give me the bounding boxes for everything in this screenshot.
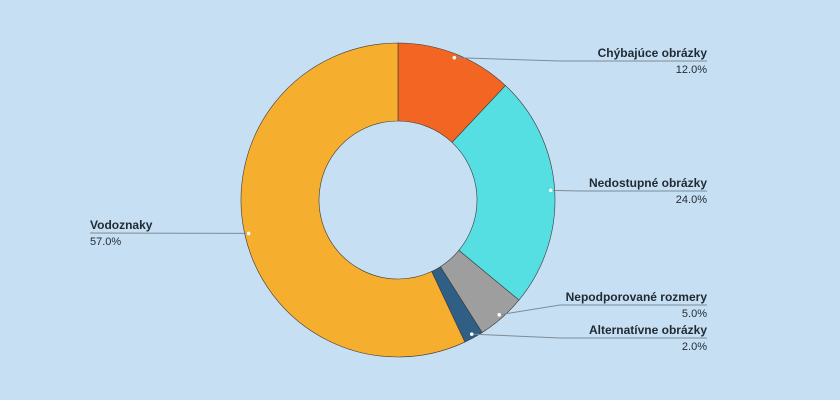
anchor-dot-nedostupne-obrazky	[548, 188, 553, 193]
slice-labels: Chýbajúce obrázky 12.0% Nedostupné obrázky…	[89, 46, 708, 353]
slice-label-nepodporovane-rozmery: Nepodporované rozmery	[566, 290, 708, 304]
donut-slices	[240, 42, 556, 358]
slice-label-alternativne-obrazky: Alternatívne obrázky	[589, 323, 707, 337]
slice-label-nedostupne-obrazky: Nedostupné obrázky	[589, 176, 707, 190]
leader-line-nedostupne-obrazky	[550, 189, 707, 192]
slice-value-alternativne-obrazky: 2.0%	[682, 341, 707, 353]
slice-value-nepodporovane-rozmery: 5.0%	[682, 308, 707, 320]
leader-line-nepodporovane-rozmery	[499, 304, 707, 316]
anchor-dot-chybajuce-obrazky	[452, 55, 457, 60]
slice-label-chybajuce-obrazky: Chýbajúce obrázky	[598, 46, 708, 60]
slice-value-vodoznaky: 57.0%	[90, 236, 121, 248]
slice-value-nedostupne-obrazky: 24.0%	[676, 194, 707, 206]
slice-label-vodoznaky: Vodoznaky	[90, 218, 153, 232]
slice-vodoznaky[interactable]	[240, 42, 466, 358]
slice-value-chybajuce-obrazky: 12.0%	[676, 64, 707, 76]
anchor-dot-vodoznaky	[246, 231, 251, 236]
leader-line-alternativne-obrazky	[471, 333, 707, 339]
anchor-dot-nepodporovane-rozmery	[497, 313, 502, 317]
anchor-dot-alternativne-obrazky	[469, 332, 474, 336]
slice-nedostupne-obrazky[interactable]	[451, 85, 556, 301]
leader-line-chybajuce-obrazky	[454, 57, 707, 62]
